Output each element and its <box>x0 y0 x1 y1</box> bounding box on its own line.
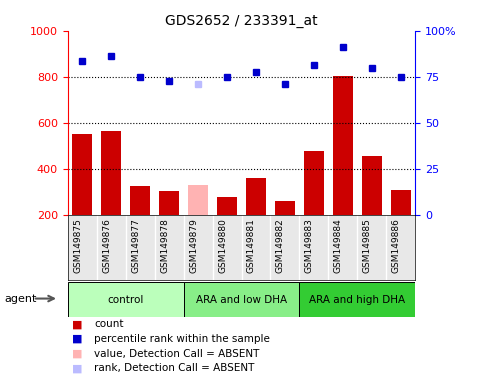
Text: agent: agent <box>5 294 37 304</box>
Bar <box>391 190 411 215</box>
Text: count: count <box>94 319 124 329</box>
Text: ■: ■ <box>72 363 83 373</box>
Text: value, Detection Call = ABSENT: value, Detection Call = ABSENT <box>94 349 259 359</box>
Bar <box>184 282 299 317</box>
Text: GSM149883: GSM149883 <box>305 218 314 273</box>
Text: ■: ■ <box>72 334 83 344</box>
Bar <box>299 282 415 317</box>
Bar <box>362 156 382 215</box>
Text: percentile rank within the sample: percentile rank within the sample <box>94 334 270 344</box>
Text: control: control <box>107 295 144 305</box>
Bar <box>275 201 295 215</box>
Text: ■: ■ <box>72 319 83 329</box>
Title: GDS2652 / 233391_at: GDS2652 / 233391_at <box>165 14 318 28</box>
Bar <box>101 131 121 215</box>
Text: GSM149880: GSM149880 <box>218 218 227 273</box>
Text: ARA and low DHA: ARA and low DHA <box>196 295 287 305</box>
Text: GSM149882: GSM149882 <box>276 218 285 273</box>
Text: GSM149875: GSM149875 <box>73 218 82 273</box>
Text: rank, Detection Call = ABSENT: rank, Detection Call = ABSENT <box>94 363 255 373</box>
Bar <box>217 197 237 215</box>
Text: ■: ■ <box>72 349 83 359</box>
Text: GSM149881: GSM149881 <box>247 218 256 273</box>
Bar <box>188 185 208 215</box>
Bar <box>246 178 266 215</box>
Text: ARA and high DHA: ARA and high DHA <box>309 295 406 305</box>
Text: GSM149879: GSM149879 <box>189 218 198 273</box>
Bar <box>68 282 184 317</box>
Text: GSM149876: GSM149876 <box>102 218 111 273</box>
Bar <box>159 191 179 215</box>
Text: GSM149877: GSM149877 <box>131 218 140 273</box>
Bar <box>333 76 353 215</box>
Text: GSM149884: GSM149884 <box>334 218 343 273</box>
Bar <box>72 134 92 215</box>
Text: GSM149878: GSM149878 <box>160 218 169 273</box>
Bar <box>304 151 324 215</box>
Text: GSM149885: GSM149885 <box>363 218 372 273</box>
Text: GSM149886: GSM149886 <box>392 218 401 273</box>
Bar <box>130 186 150 215</box>
